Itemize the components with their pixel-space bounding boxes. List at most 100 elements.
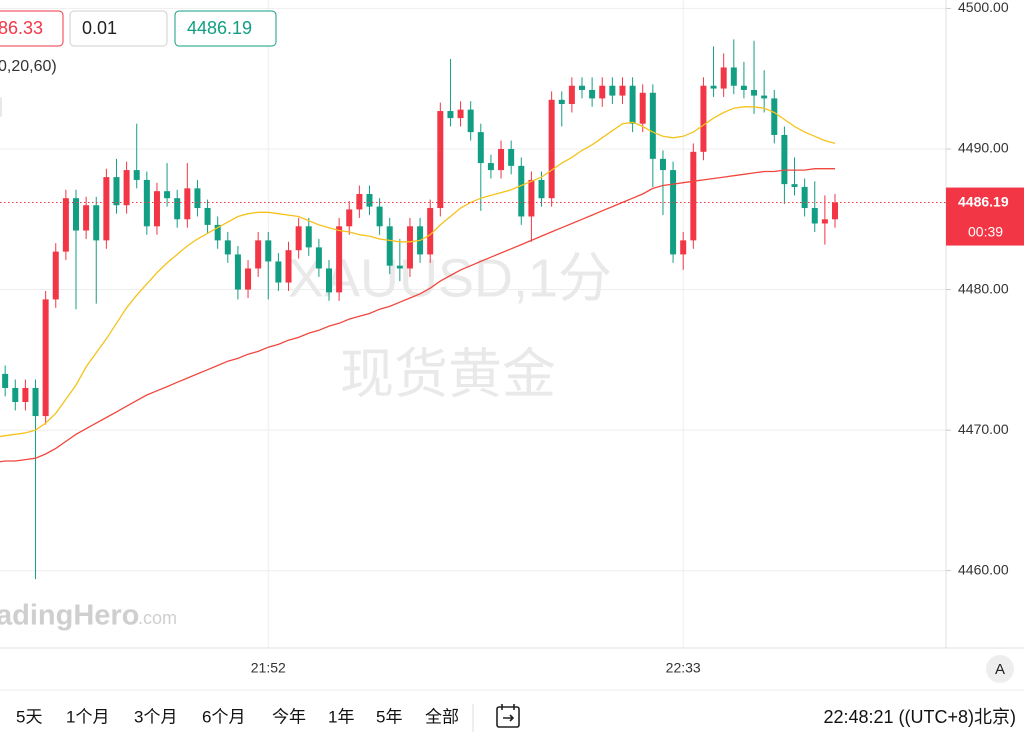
candle-body bbox=[32, 387, 39, 417]
moving-average-line bbox=[0, 106, 836, 438]
calendar-icon[interactable] bbox=[496, 704, 520, 728]
candle-body bbox=[751, 89, 758, 96]
range-button[interactable]: 6个月 bbox=[202, 707, 245, 726]
moving-average-line bbox=[0, 168, 835, 463]
candle-body bbox=[386, 226, 393, 266]
candle-body bbox=[477, 132, 484, 164]
range-button[interactable]: 今年 bbox=[272, 707, 306, 726]
y-tick-label: 4460.00 bbox=[958, 561, 1009, 577]
x-tick-label: 22:33 bbox=[666, 660, 701, 676]
candle-body bbox=[740, 85, 747, 90]
candle-body bbox=[659, 158, 666, 171]
candle-body bbox=[234, 254, 241, 290]
candle-body bbox=[832, 202, 838, 220]
candle-body bbox=[356, 193, 363, 210]
candle-body bbox=[730, 67, 737, 86]
sell-price[interactable]: 86.33 bbox=[0, 18, 43, 38]
marks bbox=[0, 39, 946, 580]
candle-body bbox=[315, 247, 322, 269]
candle-body bbox=[255, 240, 262, 269]
candle-body bbox=[639, 92, 646, 124]
brand: adingHero bbox=[0, 600, 139, 632]
candle-body bbox=[295, 226, 302, 251]
candle-body bbox=[700, 85, 707, 152]
candle-body bbox=[467, 109, 474, 133]
candle-body bbox=[224, 240, 231, 255]
quantity[interactable]: 0.01 bbox=[82, 18, 117, 38]
candle-body bbox=[265, 240, 272, 262]
candle-body bbox=[680, 240, 687, 255]
candle-body bbox=[336, 226, 343, 293]
watermark: 现货黄金 bbox=[340, 344, 556, 404]
candle-body bbox=[609, 85, 616, 96]
candle-body bbox=[568, 85, 575, 105]
candle-body bbox=[346, 209, 353, 227]
axis-button-label[interactable]: A bbox=[995, 661, 1005, 678]
candle-body bbox=[326, 268, 332, 293]
axis-button[interactable] bbox=[986, 655, 1014, 683]
candle-body bbox=[629, 85, 636, 124]
candle-body bbox=[761, 95, 768, 99]
candle-body bbox=[781, 134, 788, 185]
panel-handle bbox=[0, 97, 2, 117]
candle-body bbox=[720, 67, 727, 89]
range-button[interactable]: 1个月 bbox=[66, 707, 109, 726]
candle-body bbox=[366, 193, 373, 207]
candle-body bbox=[447, 111, 454, 119]
candle-body bbox=[2, 373, 9, 388]
candle-body bbox=[123, 170, 130, 206]
y-tick-label: 4490.00 bbox=[958, 140, 1009, 156]
y-tick-label: 4480.00 bbox=[958, 280, 1009, 296]
candle-body bbox=[821, 219, 828, 224]
candle-body bbox=[22, 387, 29, 403]
candle-body bbox=[275, 261, 282, 283]
axis: 4460.00 4470.00 4480.00 4490.00 4500.00 21:52… bbox=[251, 0, 1024, 676]
candle-body bbox=[93, 205, 100, 241]
candle-body bbox=[558, 99, 565, 105]
candle-body bbox=[487, 163, 494, 171]
range-button[interactable]: 1年 bbox=[328, 707, 354, 726]
candle-body bbox=[690, 151, 697, 241]
candle-body bbox=[376, 206, 383, 227]
candle-body bbox=[153, 191, 160, 227]
candle-body bbox=[133, 170, 140, 180]
candle-body bbox=[437, 111, 444, 209]
candle-body bbox=[528, 179, 535, 217]
candle-body bbox=[406, 226, 413, 269]
candle-body bbox=[619, 85, 626, 96]
candle-body bbox=[62, 198, 69, 252]
y-tick-label: 4470.00 bbox=[958, 421, 1009, 437]
indicator-label: 0,20,60) bbox=[0, 58, 57, 75]
candle-body bbox=[498, 148, 505, 171]
candle-body bbox=[194, 188, 201, 209]
sell-box[interactable] bbox=[0, 10, 64, 47]
candle-body bbox=[649, 92, 656, 159]
candle-body bbox=[305, 226, 312, 248]
buy-box[interactable] bbox=[174, 10, 277, 47]
quantity-box[interactable] bbox=[69, 10, 168, 47]
candle-body bbox=[427, 208, 434, 255]
candle-body bbox=[143, 179, 150, 227]
candle-body bbox=[73, 198, 79, 231]
candle-body bbox=[204, 208, 211, 225]
range-button[interactable]: 5天 bbox=[16, 707, 42, 726]
candle-body bbox=[396, 265, 403, 269]
y-tick-label: 4500.00 bbox=[958, 0, 1009, 15]
candle-body bbox=[579, 85, 585, 90]
candle-body bbox=[184, 188, 191, 220]
buy-price[interactable]: 4486.19 bbox=[187, 18, 252, 38]
candle-body bbox=[548, 99, 555, 199]
candle-body bbox=[83, 205, 90, 231]
candle-body bbox=[811, 208, 818, 224]
range-button[interactable]: 3个月 bbox=[134, 707, 177, 726]
candle-body bbox=[589, 89, 596, 99]
range-button[interactable]: 全部 bbox=[425, 707, 459, 726]
range-button[interactable]: 5年 bbox=[376, 707, 402, 726]
candle-body bbox=[670, 170, 677, 255]
x-tick-label: 21:52 bbox=[251, 660, 286, 676]
candle-body bbox=[285, 250, 292, 283]
candle-body bbox=[508, 148, 515, 166]
candle-body bbox=[771, 98, 778, 135]
